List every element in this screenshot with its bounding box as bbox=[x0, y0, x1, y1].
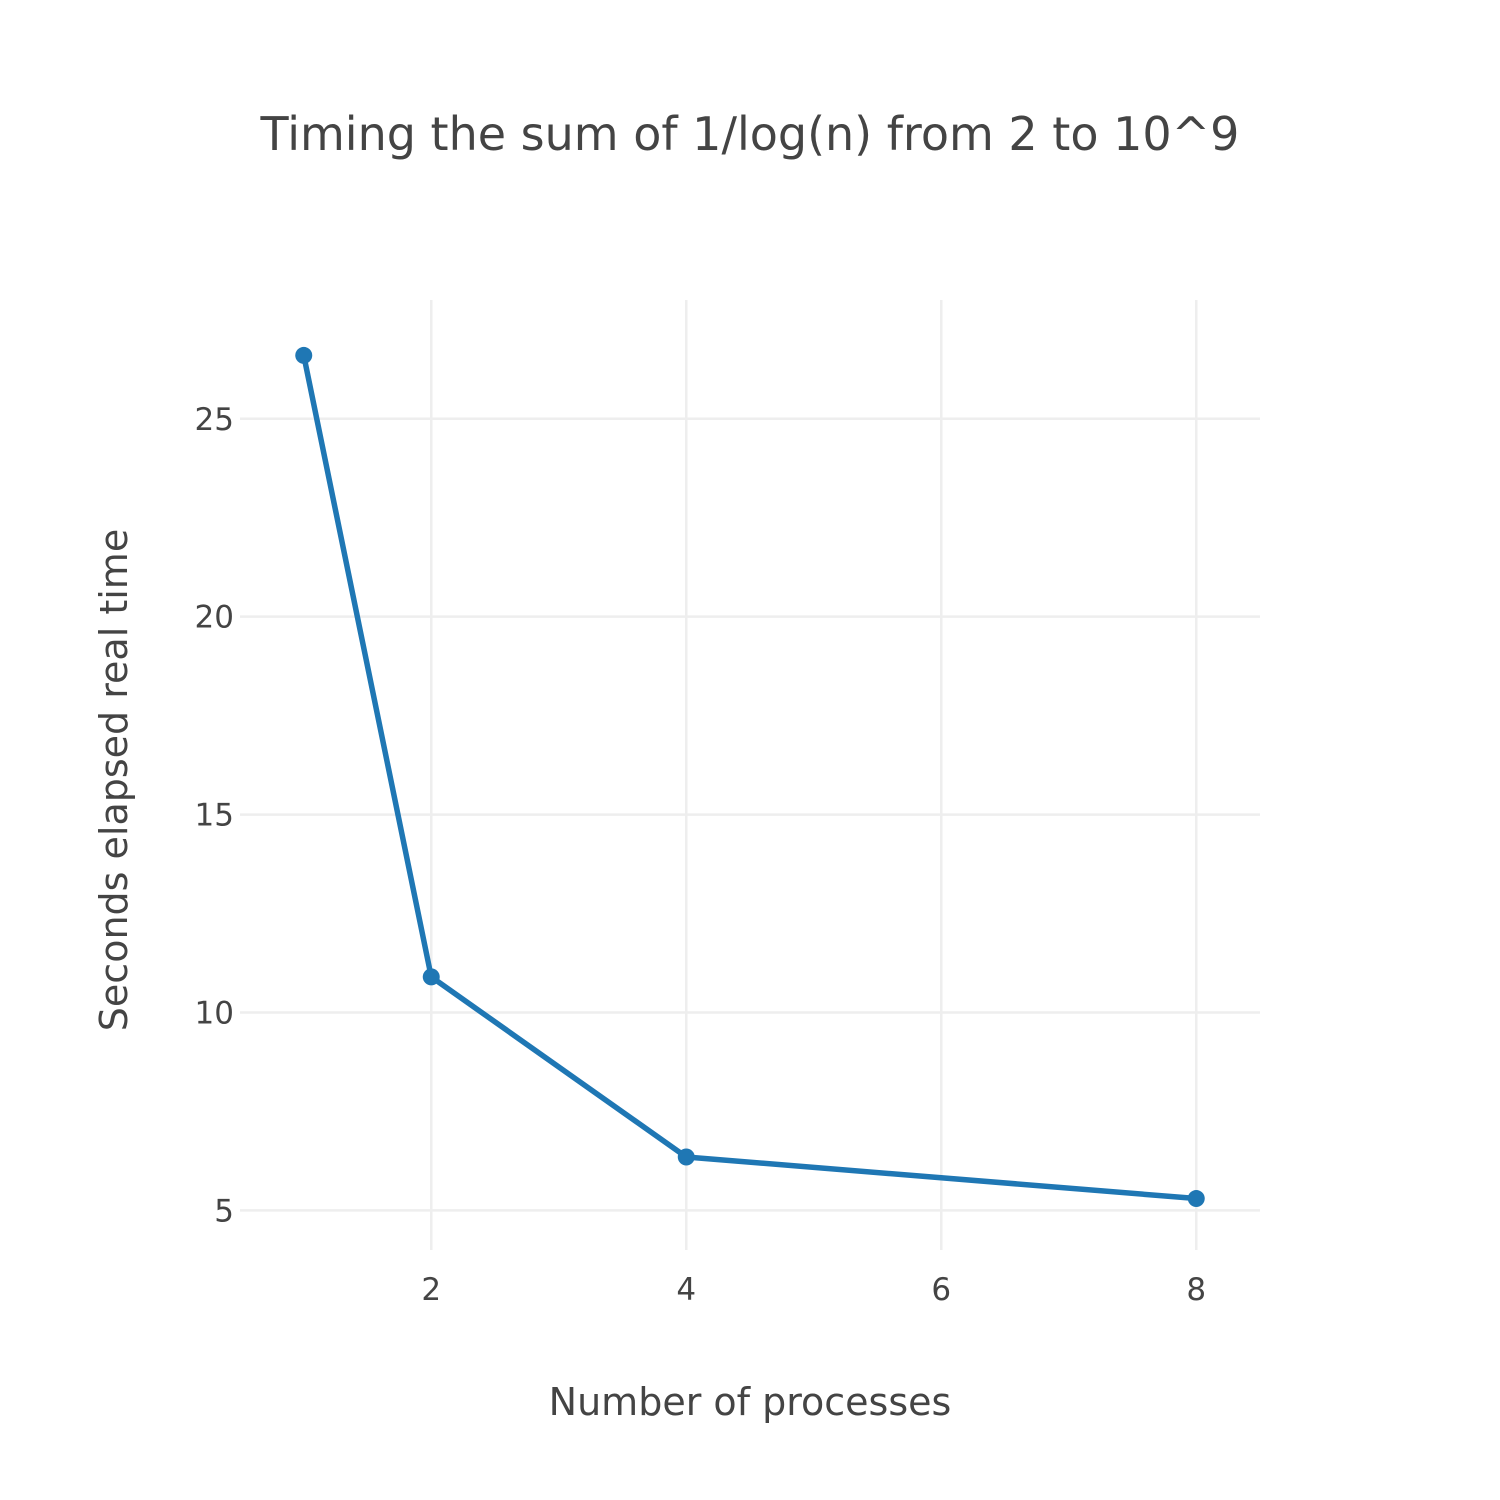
y-axis-title: Seconds elapsed real time bbox=[92, 529, 136, 1031]
chart-title: Timing the sum of 1/log(n) from 2 to 10^… bbox=[260, 107, 1240, 161]
x-axis-title: Number of processes bbox=[549, 1380, 952, 1424]
y-tick-label: 10 bbox=[195, 996, 234, 1032]
data-point[interactable] bbox=[295, 346, 313, 364]
x-tick-label: 4 bbox=[676, 1272, 696, 1308]
tick-labels: 2 4 6 8 5 10 15 20 25 bbox=[195, 402, 1207, 1308]
data-point[interactable] bbox=[422, 968, 440, 986]
x-tick-label: 2 bbox=[421, 1272, 441, 1308]
gridlines bbox=[240, 300, 1260, 1250]
data-point[interactable] bbox=[677, 1148, 695, 1166]
x-tick-label: 8 bbox=[1186, 1272, 1206, 1308]
series-layer bbox=[295, 346, 1205, 1208]
y-tick-label: 25 bbox=[195, 402, 234, 438]
series-line bbox=[301, 352, 1199, 1202]
y-tick-label: 5 bbox=[214, 1193, 234, 1229]
y-tick-label: 15 bbox=[195, 798, 234, 834]
y-tick-label: 20 bbox=[195, 600, 234, 636]
data-point[interactable] bbox=[1187, 1190, 1205, 1208]
x-tick-label: 6 bbox=[931, 1272, 951, 1308]
